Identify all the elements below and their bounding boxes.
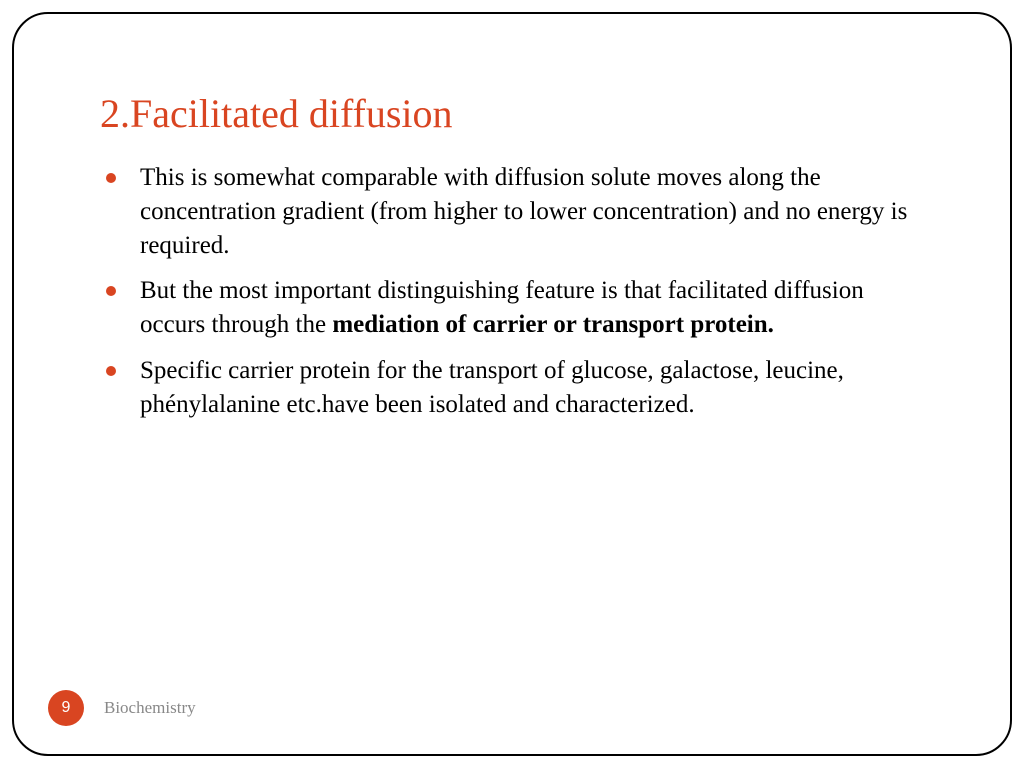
footer-label: Biochemistry xyxy=(104,698,196,718)
list-item: Specific carrier protein for the transpo… xyxy=(106,354,924,422)
bullet-list: This is somewhat comparable with diffusi… xyxy=(100,161,924,421)
slide-footer: 9 Biochemistry xyxy=(48,690,196,726)
bullet-text: This is somewhat comparable with diffusi… xyxy=(140,164,907,259)
page-number: 9 xyxy=(62,699,71,717)
slide-title: 2.Facilitated diffusion xyxy=(100,90,924,137)
slide-content: 2.Facilitated diffusion This is somewhat… xyxy=(100,90,924,433)
list-item: But the most important distinguishing fe… xyxy=(106,274,924,342)
bullet-text: Specific carrier protein for the transpo… xyxy=(140,357,844,418)
page-number-badge: 9 xyxy=(48,690,84,726)
bullet-bold: mediation of carrier or transport protei… xyxy=(332,311,774,338)
list-item: This is somewhat comparable with diffusi… xyxy=(106,161,924,262)
